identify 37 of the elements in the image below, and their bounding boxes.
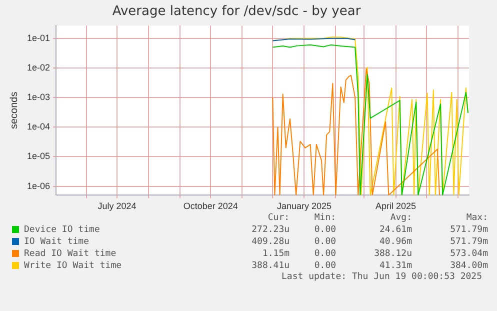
x-tick-label: January 2025 [276, 201, 332, 212]
y-tick-label: 1e-03 [26, 92, 50, 102]
text: 571.79m [449, 224, 489, 236]
text: 0.00 [313, 260, 338, 272]
text: 24.61m [378, 224, 414, 236]
text: Avg: [389, 212, 414, 224]
y-tick-label: 1e-06 [26, 180, 50, 191]
text: 0.00 [313, 224, 338, 236]
y-tick-label: 1e-01 [26, 32, 50, 43]
y-tick-label: 1e-02 [26, 62, 50, 72]
x-tick-label: April 2025 [375, 201, 416, 212]
text: 409.28u [250, 236, 291, 248]
x-tick-label: July 2024 [98, 201, 136, 212]
text: 388.41u [250, 260, 291, 272]
y-tick-label: 1e-04 [26, 122, 50, 132]
legend-label: Device IO time [23, 224, 101, 236]
text: 384.00m [449, 260, 489, 272]
legend-label: Write IO Wait time [23, 260, 123, 272]
text: 40.96m [378, 236, 414, 248]
text: 573.04m [449, 248, 489, 260]
x-tick-label: October 2024 [183, 201, 238, 212]
text: 571.79m [449, 236, 489, 248]
text: 1.15m [261, 248, 291, 260]
text: 0.00 [313, 248, 338, 260]
text: Max: [465, 212, 489, 224]
text: 41.31m [378, 260, 414, 272]
y-tick-label: 1e-05 [26, 151, 50, 162]
legend-label: IO Wait time [23, 236, 90, 248]
chart-title: Average latency for /dev/sdc - by year [112, 4, 362, 20]
text: Last update: Thu Jun 19 00:00:53 2025 [280, 272, 483, 282]
text: Cur: [266, 212, 291, 224]
text: 0.00 [313, 236, 338, 248]
text: 272.23u [250, 224, 291, 236]
legend-label: Read IO Wait time [23, 248, 118, 260]
text: Min: [313, 212, 338, 224]
text: 388.12u [373, 248, 414, 260]
y-axis-title: seconds [8, 92, 20, 130]
